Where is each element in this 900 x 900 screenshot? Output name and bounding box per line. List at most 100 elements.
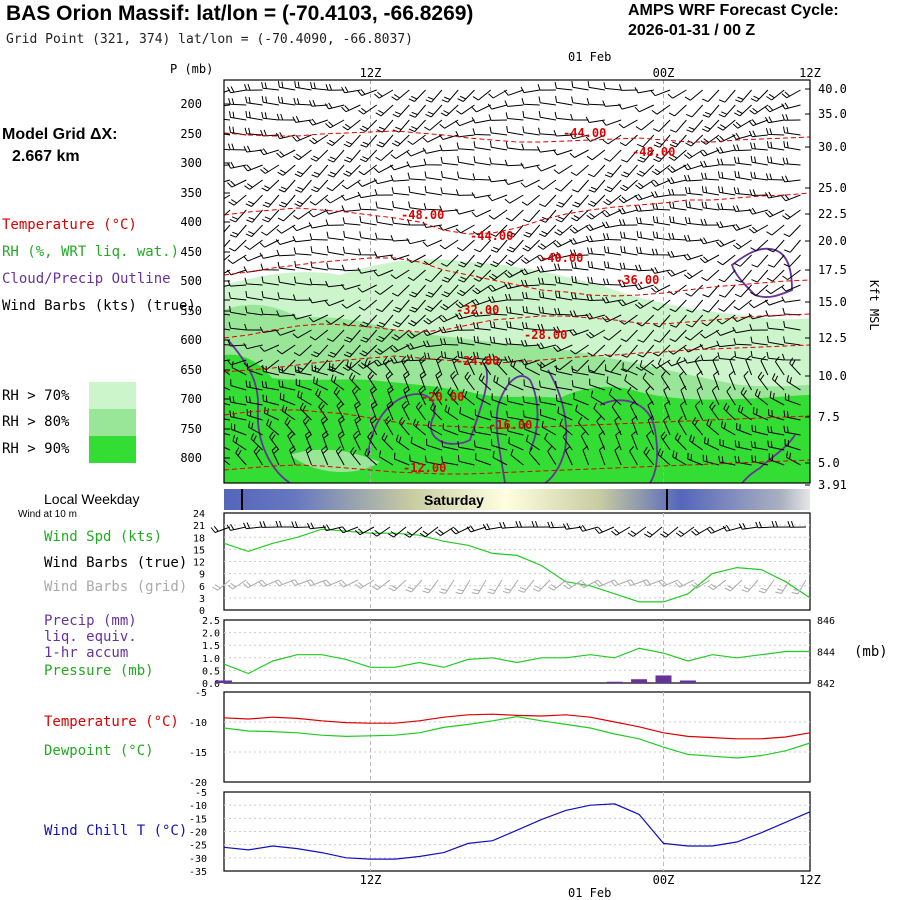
wind-barb (506, 410, 524, 421)
wind-barb (489, 321, 508, 331)
wind-barb (743, 370, 753, 391)
wind-barb (441, 269, 459, 283)
pressure-tick-label: 500 (180, 274, 202, 288)
temperature-contour-line (224, 130, 810, 143)
wind-barb (504, 269, 524, 278)
wind-barb (261, 276, 279, 286)
wind-barb (557, 406, 573, 421)
wind-barb (667, 188, 687, 196)
top-date-label: 01 Feb (568, 50, 612, 64)
wind-barb (474, 254, 492, 268)
wind-barb (439, 205, 459, 212)
wind-barb (371, 526, 391, 537)
wind-barb (699, 343, 720, 350)
wind-barb (635, 264, 654, 272)
wind-barb (424, 171, 442, 181)
wind-barb (587, 276, 605, 286)
temperature-contour-line (224, 192, 810, 235)
wind-barb (524, 422, 540, 436)
wind-barb (629, 400, 638, 421)
wind-barb (308, 118, 328, 126)
precip-tick: 2.0 (202, 629, 220, 640)
wind-barb (701, 201, 720, 211)
wind-barb (716, 239, 736, 248)
wind-barb (723, 402, 736, 421)
wind-barb (604, 179, 622, 193)
wind-barb (643, 446, 655, 466)
wind-barb (487, 103, 508, 110)
wind-barb (358, 104, 377, 115)
wind-barb (227, 280, 247, 287)
wind-barb (771, 520, 791, 528)
pressure-tick-label: 450 (180, 245, 202, 259)
wind-barb (224, 433, 231, 436)
wind-barb (471, 192, 491, 199)
temperature-tick: -5 (195, 688, 207, 699)
wind-barb (789, 357, 801, 376)
temperature-contour-line (224, 344, 810, 373)
wind-barb (718, 284, 736, 298)
wind-barb (488, 89, 508, 99)
wind-barb (767, 440, 785, 451)
wind-barb (315, 388, 329, 406)
wind-barb (536, 265, 557, 273)
wind-barb (733, 338, 752, 346)
wind-barb (732, 144, 752, 152)
wind-barb (227, 86, 247, 94)
wind-barb (619, 134, 638, 147)
wind-barb (548, 579, 567, 591)
wind-barb (259, 521, 279, 528)
wind-barb (538, 306, 557, 316)
wind-barb (637, 344, 655, 358)
wind-barb (427, 420, 443, 436)
wind-barb (246, 209, 263, 223)
wind-barb (327, 344, 345, 358)
wind-barb (359, 119, 378, 132)
wind-barb (244, 127, 263, 136)
wind-barb (646, 430, 655, 451)
wind-barb (292, 115, 312, 123)
wind-barb (766, 351, 785, 361)
wind-barb (631, 415, 638, 436)
wind-barb (660, 431, 671, 451)
wind-barb (506, 239, 524, 253)
wind-barb (642, 372, 655, 391)
wind-barb (569, 133, 589, 140)
temperature-contour-line (224, 313, 810, 339)
wind-barb (306, 579, 327, 587)
pressure-tick-label: 200 (180, 97, 202, 111)
dewpoint-label: Dewpoint (°C) (44, 743, 154, 759)
wind-barb (755, 521, 775, 529)
wind-barb (570, 113, 589, 121)
wind-barb (320, 415, 329, 436)
wind-barb (639, 360, 655, 376)
wind-barb (536, 342, 557, 350)
wind-barb (386, 400, 394, 421)
wind-barb (388, 579, 407, 592)
wind-barb (636, 164, 655, 177)
wind-barb (224, 148, 231, 151)
wind-barb (360, 329, 378, 343)
wind-barb (245, 380, 263, 391)
wind-barb (244, 239, 263, 250)
wind-barb (488, 114, 508, 121)
wind-barb (456, 142, 475, 151)
wind-barb (748, 207, 769, 215)
wind-barb (321, 430, 329, 451)
wind-barb (456, 239, 475, 252)
wind-barb (327, 149, 345, 163)
wind-barb (702, 104, 720, 118)
wind-barb (295, 179, 312, 193)
wind-barb (570, 164, 589, 176)
wind-barb (750, 171, 768, 181)
wind-barb (224, 194, 231, 200)
wind-barb (784, 239, 801, 253)
wind-barb (748, 130, 768, 138)
wind-barb (373, 251, 394, 258)
wind-barb (228, 126, 247, 136)
wind-barb (733, 299, 752, 311)
wind-barb (667, 359, 687, 367)
wind-barb (589, 378, 606, 391)
legend-rh: RH (%, WRT liq. wat.) (2, 244, 180, 260)
precip-liq-label: liq. equiv. (44, 629, 137, 645)
